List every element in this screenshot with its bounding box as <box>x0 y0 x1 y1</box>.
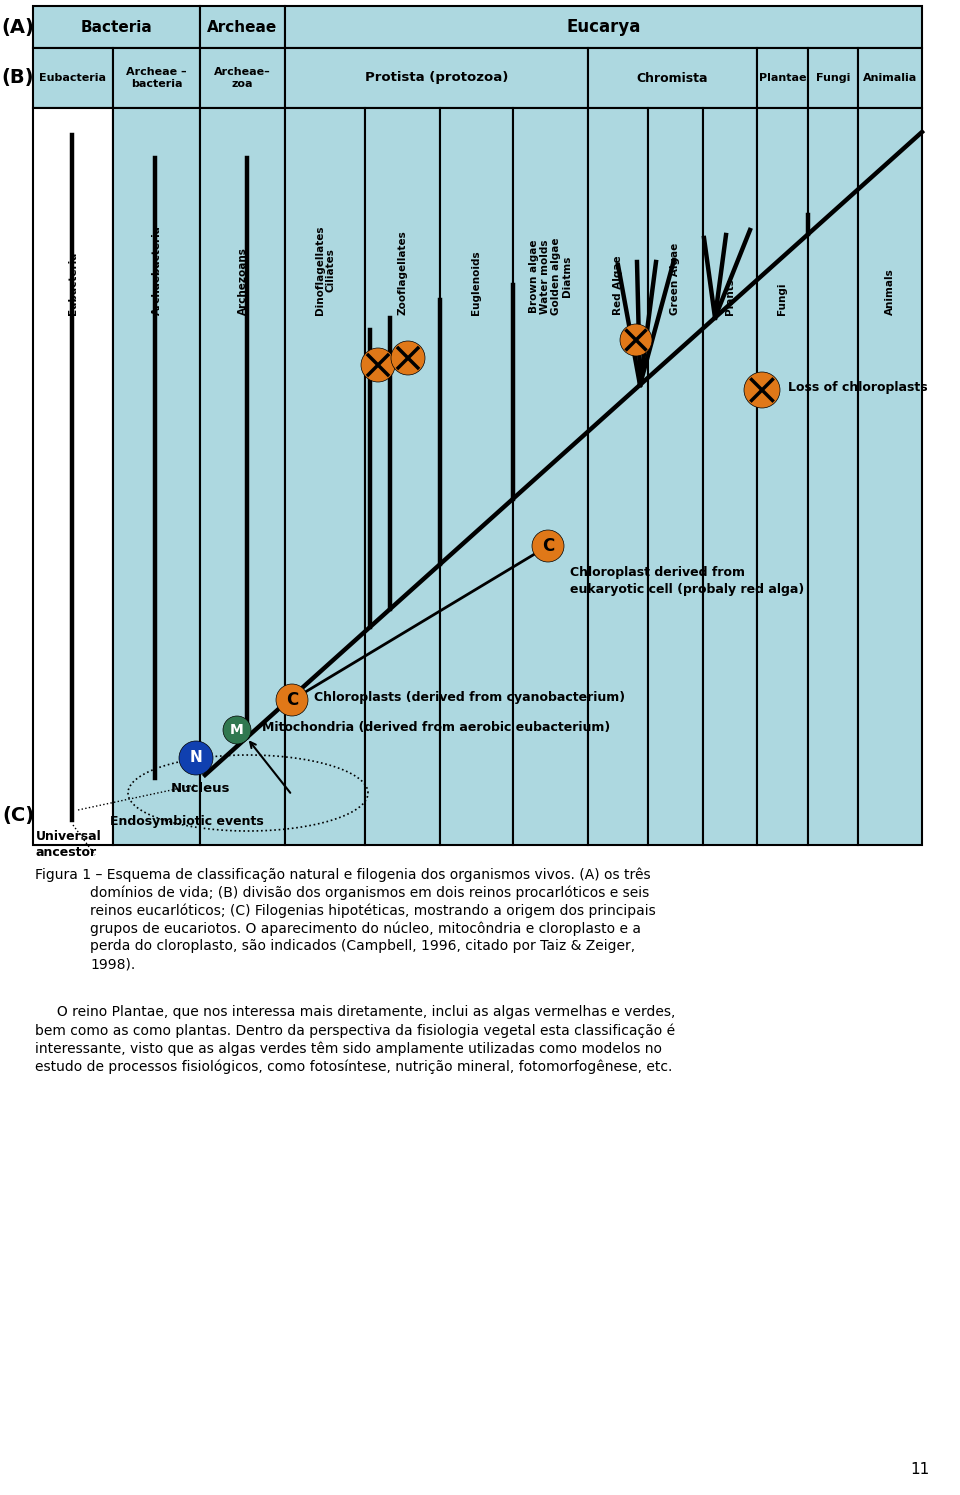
Text: Eubacteria: Eubacteria <box>68 251 78 315</box>
Circle shape <box>276 685 308 716</box>
Bar <box>200 48 285 108</box>
Text: Fungi: Fungi <box>816 73 851 84</box>
Text: Dinoflagellates
Ciliates: Dinoflagellates Ciliates <box>315 226 335 315</box>
Text: Zooflagellates: Zooflagellates <box>397 230 407 315</box>
Text: Archeae–
zoa: Archeae– zoa <box>214 67 271 88</box>
Text: Euglenoids: Euglenoids <box>471 250 482 315</box>
Bar <box>113 48 200 108</box>
Text: Red Algae: Red Algae <box>613 256 623 315</box>
Text: (A): (A) <box>2 18 35 36</box>
Text: (B): (B) <box>2 69 35 88</box>
Circle shape <box>744 372 780 408</box>
Bar <box>113 108 200 845</box>
Text: Fungi: Fungi <box>778 283 787 315</box>
Text: interessante, visto que as algas verdes têm sido amplamente utilizadas como mode: interessante, visto que as algas verdes … <box>35 1041 662 1055</box>
Bar <box>285 6 922 48</box>
Text: Loss of chloroplasts: Loss of chloroplasts <box>788 381 927 395</box>
Bar <box>703 108 757 845</box>
Text: Green Algae: Green Algae <box>670 242 681 315</box>
Text: Plants: Plants <box>725 278 735 315</box>
Text: Endosymbiotic events: Endosymbiotic events <box>110 815 264 828</box>
Bar <box>33 48 113 108</box>
Text: Universal
ancestor: Universal ancestor <box>36 830 102 860</box>
Text: Mitochondria (derived from aerobic eubacterium): Mitochondria (derived from aerobic eubac… <box>262 722 611 734</box>
Bar <box>285 48 588 108</box>
Text: Brown algae
Water molds
Golden algae
Diatms: Brown algae Water molds Golden algae Dia… <box>529 238 572 315</box>
Circle shape <box>361 348 395 383</box>
Text: C: C <box>286 691 299 709</box>
Text: perda do cloroplasto, são indicados (Campbell, 1996, citado por Taiz & Zeiger,: perda do cloroplasto, são indicados (Cam… <box>90 939 636 952</box>
Bar <box>588 108 648 845</box>
Text: Eubacteria: Eubacteria <box>39 73 107 84</box>
Text: Nucleus: Nucleus <box>171 782 230 795</box>
Bar <box>285 108 365 845</box>
Bar <box>858 108 922 845</box>
Bar <box>648 108 703 845</box>
Text: Archaebacteria: Archaebacteria <box>152 226 161 315</box>
Text: Chromista: Chromista <box>636 72 708 85</box>
Text: 1998).: 1998). <box>90 957 135 970</box>
Text: Protista (protozoa): Protista (protozoa) <box>365 72 508 85</box>
Text: Animalia: Animalia <box>863 73 917 84</box>
Text: 11: 11 <box>911 1462 930 1477</box>
Text: C: C <box>541 537 554 555</box>
Text: (C): (C) <box>2 806 34 825</box>
Circle shape <box>391 341 425 375</box>
Bar <box>757 48 808 108</box>
Text: Chloroplast derived from
eukaryotic cell (probaly red alga): Chloroplast derived from eukaryotic cell… <box>570 567 804 597</box>
Bar <box>200 6 285 48</box>
Bar <box>757 108 808 845</box>
Bar <box>808 48 858 108</box>
Text: Bacteria: Bacteria <box>81 19 153 34</box>
Bar <box>588 48 757 108</box>
Bar <box>513 108 588 845</box>
Bar <box>858 48 922 108</box>
Circle shape <box>532 531 564 562</box>
Text: bem como as como plantas. Dentro da perspectiva da fisiologia vegetal esta class: bem como as como plantas. Dentro da pers… <box>35 1023 675 1038</box>
Text: grupos de eucariotos. O aparecimento do núcleo, mitocôndria e cloroplasto e a: grupos de eucariotos. O aparecimento do … <box>90 921 641 936</box>
Bar <box>365 108 440 845</box>
Bar <box>808 108 858 845</box>
Text: Archeae –
bacteria: Archeae – bacteria <box>126 67 187 88</box>
Bar <box>33 108 113 845</box>
Text: Archeae: Archeae <box>207 19 277 34</box>
Text: estudo de processos fisiológicos, como fotosíntese, nutrição mineral, fotomorfog: estudo de processos fisiológicos, como f… <box>35 1058 672 1073</box>
Bar <box>33 6 200 48</box>
Bar <box>440 108 513 845</box>
Text: Figura 1 – Esquema de classificação natural e filogenia dos organismos vivos. (A: Figura 1 – Esquema de classificação natu… <box>35 867 651 882</box>
Text: Animals: Animals <box>885 268 895 315</box>
Text: Eucarya: Eucarya <box>566 18 640 36</box>
Text: domínios de vida; (B) divisão dos organismos em dois reinos procarlóticos e seis: domínios de vida; (B) divisão dos organi… <box>90 885 649 900</box>
Text: Chloroplasts (derived from cyanobacterium): Chloroplasts (derived from cyanobacteriu… <box>314 691 625 704</box>
Text: N: N <box>190 750 203 765</box>
Text: Plantae: Plantae <box>758 73 806 84</box>
Circle shape <box>620 324 652 356</box>
Text: M: M <box>230 724 244 737</box>
Text: O reino Plantae, que nos interessa mais diretamente, inclui as algas vermelhas e: O reino Plantae, que nos interessa mais … <box>35 1005 676 1020</box>
Bar <box>200 108 285 845</box>
Circle shape <box>179 742 213 774</box>
Circle shape <box>223 716 251 745</box>
Text: Archezoans: Archezoans <box>237 247 248 315</box>
Text: reinos eucarlóticos; (C) Filogenias hipotéticas, mostrando a origem dos principa: reinos eucarlóticos; (C) Filogenias hipo… <box>90 903 656 918</box>
